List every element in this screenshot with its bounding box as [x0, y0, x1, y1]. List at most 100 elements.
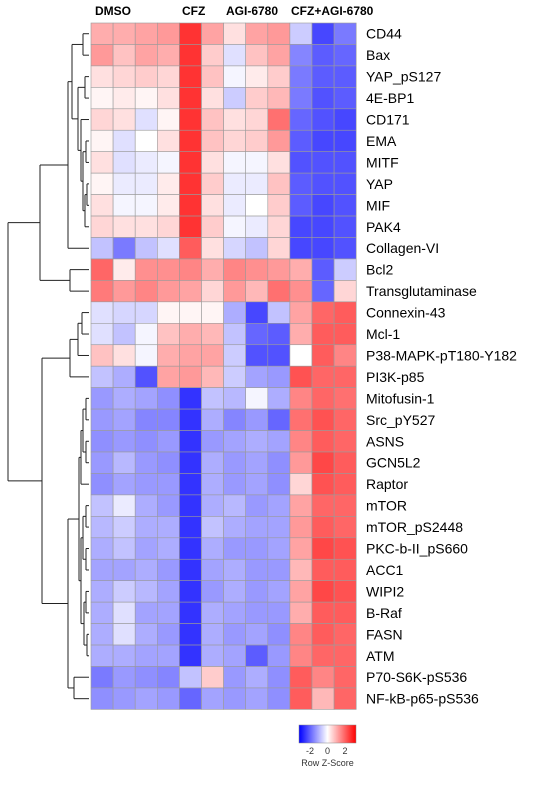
heatmap-cell	[90, 22, 114, 45]
heatmap-cell	[289, 215, 313, 238]
heatmap-cell	[311, 430, 335, 453]
heatmap-cell	[112, 558, 136, 582]
heatmap-cell	[289, 365, 313, 388]
heatmap-cell	[267, 194, 291, 217]
heatmap-cell	[157, 687, 180, 710]
heatmap-cell	[245, 258, 269, 281]
heatmap-cell	[311, 365, 335, 388]
heatmap-cell	[267, 580, 291, 603]
heatmap-cell	[333, 644, 357, 667]
column-group-label-dmso: DMSO	[95, 4, 131, 18]
heatmap-cell	[157, 644, 180, 667]
heatmap-cell	[134, 108, 158, 131]
heatmap-cell	[223, 687, 247, 710]
heatmap-cell	[333, 172, 357, 195]
heatmap-cell	[289, 87, 313, 110]
heatmap-cell	[245, 365, 269, 388]
heatmap-cell	[289, 65, 313, 88]
heatmap-cell	[311, 580, 335, 603]
heatmap-cell	[245, 601, 269, 624]
heatmap-cell	[157, 280, 180, 303]
heatmap-cell	[134, 258, 158, 281]
heatmap-cell	[311, 108, 335, 131]
heatmap-cell	[157, 408, 180, 431]
row-label: Src_pY527	[366, 412, 435, 428]
row-label: PAK4	[366, 219, 401, 235]
heatmap-cell	[90, 65, 114, 88]
heatmap-cell	[223, 322, 247, 346]
heatmap-cell	[157, 22, 180, 45]
heatmap-cell	[311, 322, 335, 346]
heatmap-cell	[245, 580, 269, 603]
heatmap-cell	[134, 194, 158, 217]
heatmap-cells	[90, 22, 357, 710]
row-label: mTOR	[366, 498, 407, 514]
heatmap-cell	[245, 537, 269, 560]
heatmap-cell	[134, 687, 158, 710]
heatmap-cell	[201, 301, 224, 324]
heatmap-cell	[245, 65, 269, 88]
heatmap-cell	[289, 237, 313, 260]
heatmap-cell	[333, 87, 357, 110]
heatmap-cell	[311, 687, 335, 710]
heatmap-cell	[179, 322, 202, 346]
heatmap-cell	[223, 237, 247, 260]
heatmap-cell	[201, 258, 224, 281]
heatmap-cell	[134, 301, 158, 324]
heatmap-cell	[179, 365, 202, 388]
heatmap-cell	[112, 44, 136, 67]
heatmap-cell	[179, 537, 202, 560]
heatmap-cell	[245, 129, 269, 153]
color-key-tick: 0	[325, 746, 330, 756]
heatmap-cell	[112, 108, 136, 131]
row-label: Transglutaminase	[366, 283, 477, 299]
heatmap-cell	[223, 44, 247, 67]
heatmap-cell	[201, 387, 224, 410]
heatmap-cell	[134, 151, 158, 174]
row-label: NF-kB-p65-pS536	[366, 691, 479, 707]
heatmap-cell	[112, 387, 136, 410]
heatmap-cell	[289, 580, 313, 603]
heatmap-cell	[333, 537, 357, 560]
heatmap-cell	[223, 108, 247, 131]
heatmap-cell	[289, 537, 313, 560]
heatmap-cell	[201, 172, 224, 195]
heatmap-cell	[134, 537, 158, 560]
row-label: ATM	[366, 648, 395, 664]
heatmap-cell	[157, 430, 180, 453]
heatmap-cell	[90, 194, 114, 217]
heatmap-cell	[267, 129, 291, 153]
heatmap-cell	[90, 580, 114, 603]
heatmap-cell	[201, 623, 224, 646]
heatmap-cell	[201, 87, 224, 110]
heatmap-cell	[289, 129, 313, 153]
heatmap-cell	[245, 623, 269, 646]
heatmap-cell	[90, 644, 114, 667]
heatmap-cell	[267, 172, 291, 195]
heatmap-cell	[201, 129, 224, 153]
heatmap-cell	[90, 430, 114, 453]
heatmap-cell	[112, 194, 136, 217]
heatmap-cell	[134, 408, 158, 431]
row-labels: CD44 Bax YAP_pS127 4E-BP1 CD171 EMA MITF YAP MIF…	[366, 26, 517, 707]
heatmap-cell	[157, 344, 180, 367]
heatmap-cell	[157, 387, 180, 410]
heatmap-cell	[112, 473, 136, 496]
heatmap-cell	[157, 580, 180, 603]
heatmap-cell	[311, 601, 335, 624]
heatmap-cell	[179, 473, 202, 496]
heatmap-cell	[289, 322, 313, 346]
heatmap-cell	[267, 451, 291, 474]
heatmap-cell	[134, 451, 158, 474]
heatmap-cell	[245, 451, 269, 474]
heatmap-cell	[112, 644, 136, 667]
heatmap-cell	[267, 344, 291, 367]
heatmap-cell	[333, 280, 357, 303]
heatmap-cell	[311, 408, 335, 431]
row-label: YAP	[366, 176, 393, 192]
heatmap-cell	[311, 258, 335, 281]
color-key-gradient	[298, 724, 357, 744]
heatmap-cell	[157, 365, 180, 388]
heatmap-cell	[157, 301, 180, 324]
heatmap-cell	[223, 494, 247, 517]
